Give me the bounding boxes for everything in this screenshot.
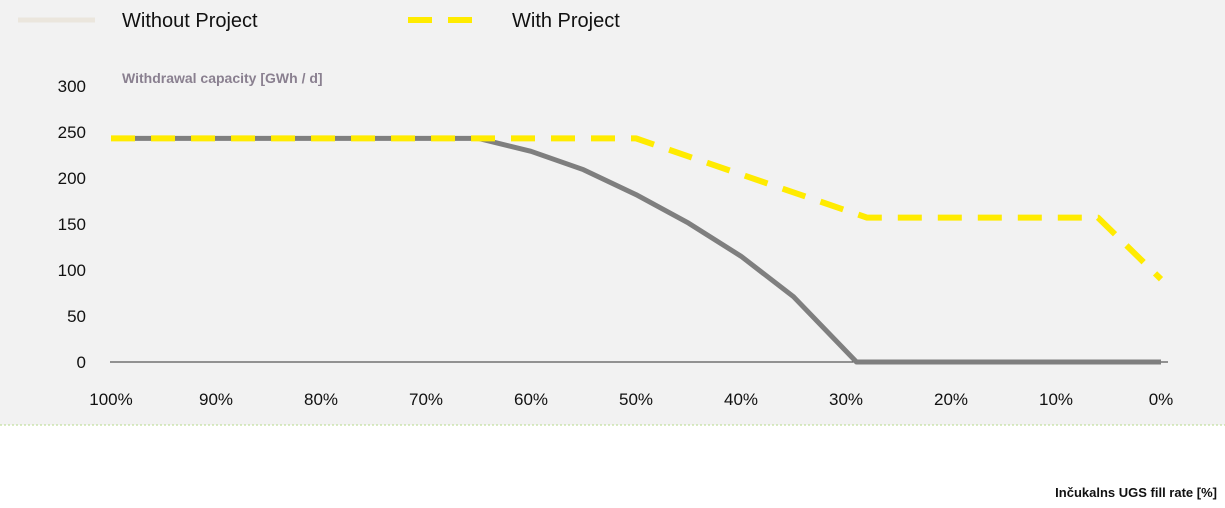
legend-label-without-project: Without Project [122, 10, 258, 32]
y-tick-label: 100 [58, 261, 86, 280]
legend: Without Project With Project [18, 10, 620, 32]
legend-label-with-project: With Project [512, 10, 620, 32]
x-axis-title: Inčukalns UGS fill rate [%] [1055, 485, 1217, 500]
x-tick-label: 90% [199, 390, 233, 409]
series-line-with-project [111, 135, 1164, 282]
y-tick-label: 50 [67, 307, 86, 326]
x-tick-label: 50% [619, 390, 653, 409]
x-axis-ticks: 100% 90% 80% 70% 60% 50% 40% 30% 20% 10% 0% [89, 390, 1173, 409]
x-tick-label: 10% [1039, 390, 1073, 409]
plot-background [0, 0, 1225, 425]
x-tick-label: 100% [89, 390, 132, 409]
x-tick-label: 70% [409, 390, 443, 409]
series-line-without-project [111, 135, 1161, 365]
y-axis-ticks: 0 50 100 150 200 250 300 [58, 77, 86, 372]
x-tick-label: 40% [724, 390, 758, 409]
x-tick-label: 80% [304, 390, 338, 409]
y-tick-label: 0 [77, 353, 86, 372]
y-tick-label: 200 [58, 169, 86, 188]
y-tick-label: 150 [58, 215, 86, 234]
y-tick-label: 300 [58, 77, 86, 96]
y-axis-title: Withdrawal capacity [GWh / d] [122, 70, 323, 86]
x-tick-label: 0% [1149, 390, 1174, 409]
series-layer [111, 135, 1164, 365]
x-tick-label: 60% [514, 390, 548, 409]
x-tick-label: 20% [934, 390, 968, 409]
y-tick-label: 250 [58, 123, 86, 142]
x-tick-label: 30% [829, 390, 863, 409]
